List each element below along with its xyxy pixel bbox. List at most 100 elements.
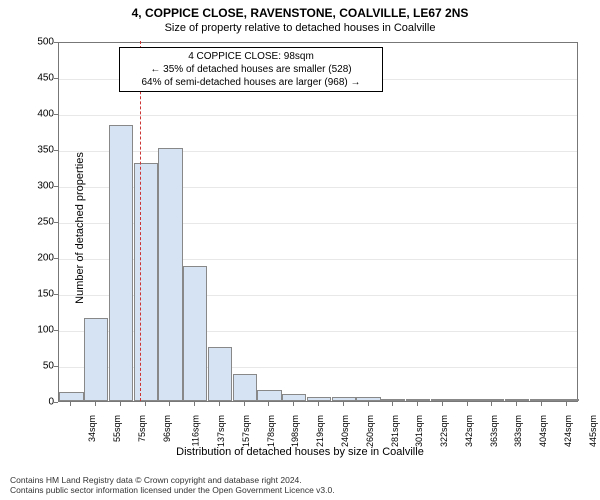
x-tick-mark [120, 402, 121, 406]
x-tick-mark [194, 402, 195, 406]
x-tick-mark [516, 402, 517, 406]
y-tick-mark [54, 366, 58, 367]
x-tick-mark [566, 402, 567, 406]
y-tick-label: 400 [14, 109, 54, 120]
y-tick-mark [54, 42, 58, 43]
y-axis-label: Number of detached properties [74, 152, 86, 304]
x-tick-mark [244, 402, 245, 406]
x-tick-mark [417, 402, 418, 406]
y-tick-label: 200 [14, 253, 54, 264]
histogram-bar [356, 397, 380, 401]
histogram-bar [307, 397, 331, 401]
x-tick-label: 301sqm [414, 415, 424, 447]
x-tick-label: 157sqm [241, 415, 251, 447]
y-tick-mark [54, 294, 58, 295]
x-tick-mark [95, 402, 96, 406]
x-tick-mark [169, 402, 170, 406]
chart-subtitle: Size of property relative to detached ho… [0, 20, 600, 34]
x-tick-mark [70, 402, 71, 406]
x-tick-label: 260sqm [365, 415, 375, 447]
y-tick-label: 250 [14, 217, 54, 228]
x-tick-label: 281sqm [390, 415, 400, 447]
x-tick-mark [392, 402, 393, 406]
x-tick-label: 116sqm [191, 415, 201, 446]
x-tick-mark [268, 402, 269, 406]
histogram-bar [282, 394, 306, 401]
x-tick-label: 96sqm [162, 415, 172, 442]
y-tick-mark [54, 186, 58, 187]
x-tick-label: 75sqm [137, 415, 147, 442]
x-tick-label: 34sqm [87, 415, 97, 442]
x-tick-mark [491, 402, 492, 406]
footer-line-2: Contains public sector information licen… [10, 485, 335, 496]
x-tick-mark [541, 402, 542, 406]
x-tick-mark [442, 402, 443, 406]
histogram-bar [84, 318, 108, 401]
annotation-line-3: 64% of semi-detached houses are larger (… [126, 76, 376, 89]
grid-line [59, 151, 577, 152]
y-tick-label: 100 [14, 325, 54, 336]
histogram-bar [431, 399, 455, 401]
x-tick-label: 424sqm [563, 415, 573, 447]
x-tick-mark [343, 402, 344, 406]
x-tick-mark [467, 402, 468, 406]
y-tick-mark [54, 222, 58, 223]
histogram-bar [406, 399, 430, 401]
histogram-bar [134, 163, 158, 401]
y-tick-label: 150 [14, 289, 54, 300]
histogram-bar [505, 399, 529, 401]
histogram-bar [208, 347, 232, 401]
y-tick-mark [54, 402, 58, 403]
chart-title: 4, COPPICE CLOSE, RAVENSTONE, COALVILLE,… [0, 0, 600, 20]
histogram-bar [257, 390, 281, 401]
x-tick-label: 445sqm [588, 415, 598, 447]
annotation-line-1: 4 COPPICE CLOSE: 98sqm [126, 50, 376, 63]
x-tick-mark [293, 402, 294, 406]
property-marker-line [140, 41, 141, 401]
y-tick-label: 0 [14, 397, 54, 408]
y-tick-label: 300 [14, 181, 54, 192]
histogram-bar [455, 399, 479, 401]
y-tick-mark [54, 150, 58, 151]
x-tick-label: 219sqm [315, 415, 325, 447]
x-tick-label: 404sqm [538, 415, 548, 447]
histogram-bar [158, 148, 182, 401]
x-tick-label: 322sqm [439, 415, 449, 447]
y-tick-mark [54, 330, 58, 331]
x-tick-label: 240sqm [340, 415, 350, 447]
y-tick-mark [54, 78, 58, 79]
annotation-line-2: ← 35% of detached houses are smaller (52… [126, 63, 376, 76]
histogram-bar [233, 374, 257, 401]
x-tick-mark [318, 402, 319, 406]
histogram-bar [381, 399, 405, 401]
x-axis-label: Distribution of detached houses by size … [0, 446, 600, 458]
grid-line [59, 115, 577, 116]
x-tick-mark [219, 402, 220, 406]
x-tick-label: 137sqm [216, 415, 226, 447]
x-tick-mark [145, 402, 146, 406]
annotation-box: 4 COPPICE CLOSE: 98sqm← 35% of detached … [119, 47, 383, 92]
histogram-bar [480, 399, 504, 401]
x-tick-label: 55sqm [112, 415, 122, 442]
x-tick-label: 383sqm [513, 415, 523, 447]
histogram-bar [109, 125, 133, 401]
x-tick-label: 178sqm [266, 415, 276, 447]
footer-line-1: Contains HM Land Registry data © Crown c… [10, 475, 335, 486]
y-tick-mark [54, 114, 58, 115]
histogram-bar [59, 392, 83, 401]
x-tick-mark [368, 402, 369, 406]
histogram-bar [554, 399, 578, 401]
y-tick-label: 350 [14, 145, 54, 156]
histogram-bar [530, 399, 554, 401]
y-tick-mark [54, 258, 58, 259]
x-tick-label: 198sqm [291, 415, 301, 447]
histogram-bar [332, 397, 356, 401]
x-tick-label: 342sqm [464, 415, 474, 447]
y-tick-label: 450 [14, 73, 54, 84]
y-tick-label: 50 [14, 361, 54, 372]
plot-area: 4 COPPICE CLOSE: 98sqm← 35% of detached … [58, 42, 578, 402]
y-tick-label: 500 [14, 37, 54, 48]
footer-attribution: Contains HM Land Registry data © Crown c… [10, 475, 335, 496]
x-tick-label: 363sqm [489, 415, 499, 447]
histogram-bar [183, 266, 207, 401]
